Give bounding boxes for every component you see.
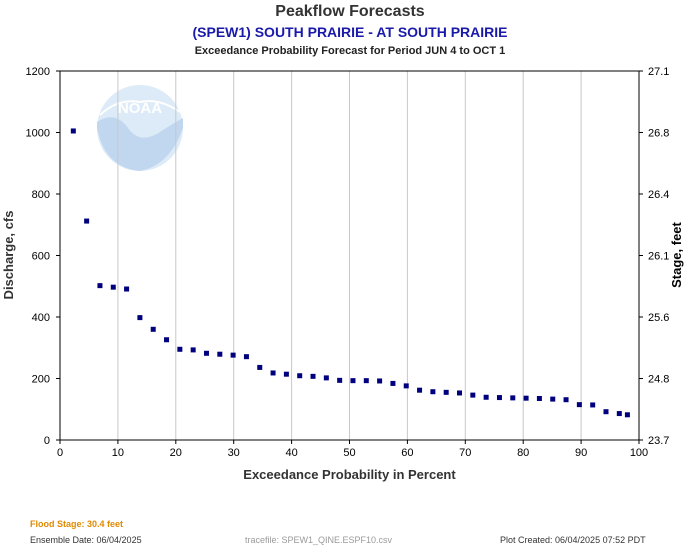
data-point (377, 378, 383, 384)
data-point (297, 373, 303, 379)
x-tick-label: 0 (57, 447, 63, 459)
data-point (496, 395, 502, 401)
x-tick-label: 50 (343, 447, 355, 459)
y2-axis: 23.7 24.8 25.6 26.1 26.4 26.8 27.1 (639, 66, 669, 447)
y2-tick-label: 26.1 (648, 251, 669, 263)
data-point (84, 218, 90, 224)
y-tick-label: 600 (32, 251, 50, 263)
data-point (590, 402, 596, 408)
y-tick-label: 200 (32, 374, 50, 386)
data-point (624, 412, 630, 418)
data-point (443, 389, 449, 395)
data-point (403, 383, 409, 389)
data-point (337, 377, 343, 383)
y2-tick-label: 24.8 (648, 374, 669, 386)
x-tick-label: 60 (401, 447, 413, 459)
x-tick-label: 10 (112, 447, 124, 459)
x-tick-label: 80 (517, 447, 529, 459)
data-point (457, 390, 463, 396)
data-point (257, 364, 263, 370)
data-point (510, 395, 516, 401)
data-point (190, 347, 196, 353)
data-point (70, 128, 76, 134)
data-point (230, 352, 236, 358)
data-series (70, 128, 630, 418)
x-tick-label: 90 (575, 447, 587, 459)
data-point (523, 395, 529, 401)
data-point (563, 397, 569, 403)
data-point (323, 375, 329, 381)
y-tick-label: 0 (44, 435, 50, 447)
data-point (203, 350, 209, 356)
y-tick-label: 800 (32, 189, 50, 201)
y-tick-label: 400 (32, 312, 50, 324)
y2-tick-label: 25.6 (648, 312, 669, 324)
x-axis: 0 10 20 30 40 50 60 70 80 90 100 (57, 440, 648, 459)
grid-lines (117, 71, 582, 440)
data-point (97, 283, 103, 289)
data-point (417, 387, 423, 393)
data-point (124, 286, 130, 292)
y2-tick-label: 26.8 (648, 128, 669, 140)
noaa-logo: NOAA (97, 85, 183, 171)
data-point (177, 346, 183, 352)
data-point (217, 351, 223, 357)
y-axis-label: Discharge, cfs (1, 211, 16, 300)
x-axis-label: Exceedance Probability in Percent (243, 467, 456, 482)
data-point (150, 326, 156, 332)
plot-created: Plot Created: 06/04/2025 07:52 PDT (500, 535, 646, 545)
x-tick-label: 100 (630, 447, 648, 459)
data-point (616, 411, 622, 417)
ensemble-date: Ensemble Date: 06/04/2025 (30, 535, 142, 545)
y-tick-label: 1200 (26, 66, 50, 78)
data-point (536, 395, 542, 401)
data-point (483, 394, 489, 400)
flood-stage: Flood Stage: 30.4 feet (30, 519, 124, 529)
y2-axis-label: Stage, feet (669, 221, 684, 287)
y2-tick-label: 26.4 (648, 189, 669, 201)
data-point (243, 354, 249, 360)
data-point (110, 284, 116, 290)
data-point (363, 378, 369, 384)
chart-subtitle: (SPEW1) SOUTH PRAIRIE - AT SOUTH PRAIRIE (192, 24, 508, 40)
data-point (550, 396, 556, 402)
data-point (137, 315, 143, 321)
noaa-logo-text: NOAA (118, 100, 162, 117)
forecast-period: Exceedance Probability Forecast for Peri… (194, 45, 506, 57)
chart-title: Peakflow Forecasts (275, 3, 425, 20)
y2-tick-label: 23.7 (648, 435, 669, 447)
data-point (310, 373, 316, 379)
data-point (164, 337, 170, 343)
data-point (430, 389, 436, 395)
data-point (470, 392, 476, 398)
y2-tick-label: 27.1 (648, 66, 669, 78)
x-tick-label: 30 (228, 447, 240, 459)
y-axis: 0 200 400 600 800 1000 1200 (26, 66, 60, 447)
data-point (350, 378, 356, 384)
y-tick-label: 1000 (26, 128, 50, 140)
data-point (390, 380, 396, 386)
x-tick-label: 40 (285, 447, 297, 459)
tracefile: tracefile: SPEW1_QINE.ESPF10.csv (245, 535, 393, 545)
x-tick-label: 20 (170, 447, 182, 459)
data-point (576, 402, 582, 408)
data-point (603, 409, 609, 415)
x-tick-label: 70 (459, 447, 471, 459)
data-point (283, 371, 289, 377)
data-point (270, 370, 276, 376)
